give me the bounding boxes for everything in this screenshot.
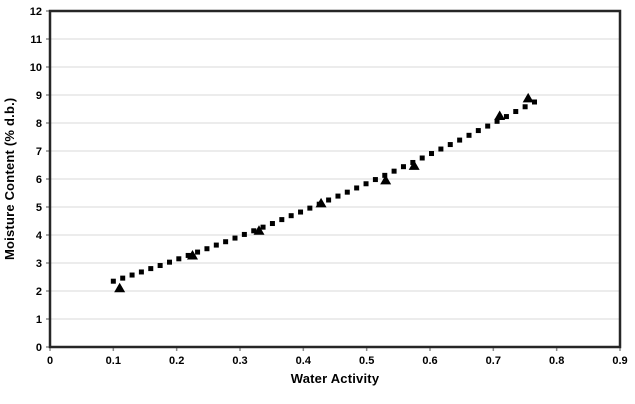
curve-marker [279,217,285,223]
curve-marker [363,181,369,187]
curve-marker [148,266,154,272]
curve-marker [354,185,360,191]
x-tick-label: 0 [47,355,53,367]
y-tick-label: 6 [36,174,42,186]
plot-frame [48,9,622,349]
x-tick-label: 0.9 [612,355,627,367]
curve-marker [241,231,247,237]
data-point-marker [522,92,534,103]
x-tick-label: 0.5 [359,355,374,367]
data-point-marker [380,174,392,185]
curve-marker [326,197,332,203]
y-tick-label: 4 [36,230,43,242]
y-tick-label: 12 [30,6,42,18]
curve-marker [251,228,257,234]
curve-marker [447,142,453,148]
curve-marker [195,249,201,255]
curve-marker [213,242,219,248]
curve-marker [400,164,406,170]
curve-marker [138,269,144,275]
curve-marker [129,272,135,278]
curve-marker [260,224,266,230]
y-axis-title: Moisture Content (% d.b.) [2,97,17,261]
curve-marker [475,128,481,134]
y-tick-label: 8 [36,118,42,130]
curve-marker [503,114,509,120]
curve-marker [382,172,388,178]
x-tick-label: 0.8 [549,355,564,367]
y-tick-label: 5 [36,202,42,214]
curve-marker [522,104,528,110]
y-tick-label: 3 [36,258,42,270]
curve-marker [485,123,491,129]
curve-marker [157,263,163,269]
curve-marker [167,259,173,265]
y-tick-label: 11 [30,34,42,46]
y-tick-label: 0 [36,342,42,354]
x-tick-label: 0.2 [169,355,184,367]
curve-marker [372,177,378,183]
curve-marker [288,213,294,219]
data-point-marker [253,225,265,235]
x-tick-label: 0.7 [486,355,501,367]
curve-marker [410,159,416,165]
curve-marker [438,146,444,152]
curve-marker [429,151,435,157]
curve-marker [466,132,472,138]
x-tick-label: 0.3 [232,355,247,367]
curve-marker [120,275,126,281]
data-point-marker [408,160,420,170]
y-tick-label: 2 [36,286,42,298]
curve-marker [419,155,425,161]
curve-marker [513,109,519,115]
curve-marker [110,278,116,284]
y-tick-label: 7 [36,146,42,158]
y-tick-label: 10 [30,62,42,74]
y-tick-label: 9 [36,90,42,102]
curve-marker [298,209,304,215]
x-axis-title: Water Activity [290,371,380,386]
curve-marker [344,189,350,195]
curve-marker [335,193,341,199]
curve-marker [494,118,500,124]
curve-marker [176,256,182,262]
curve-marker [269,221,275,227]
curve-marker [307,205,313,211]
data-point-marker [114,282,126,293]
x-tick-label: 0.1 [106,355,121,367]
data-point-marker [494,110,506,120]
curve-marker [232,235,238,241]
x-tick-label: 0.4 [296,355,312,367]
data-point-marker [315,197,327,208]
curve-marker [391,168,397,174]
y-tick-label: 1 [36,314,42,326]
data-point-marker [187,249,198,260]
curve-marker [185,252,191,258]
x-tick-label: 0.6 [422,355,437,367]
curve-marker [223,239,229,245]
curve-marker [204,246,210,252]
curve-marker [532,99,537,105]
curve-marker [457,137,463,143]
